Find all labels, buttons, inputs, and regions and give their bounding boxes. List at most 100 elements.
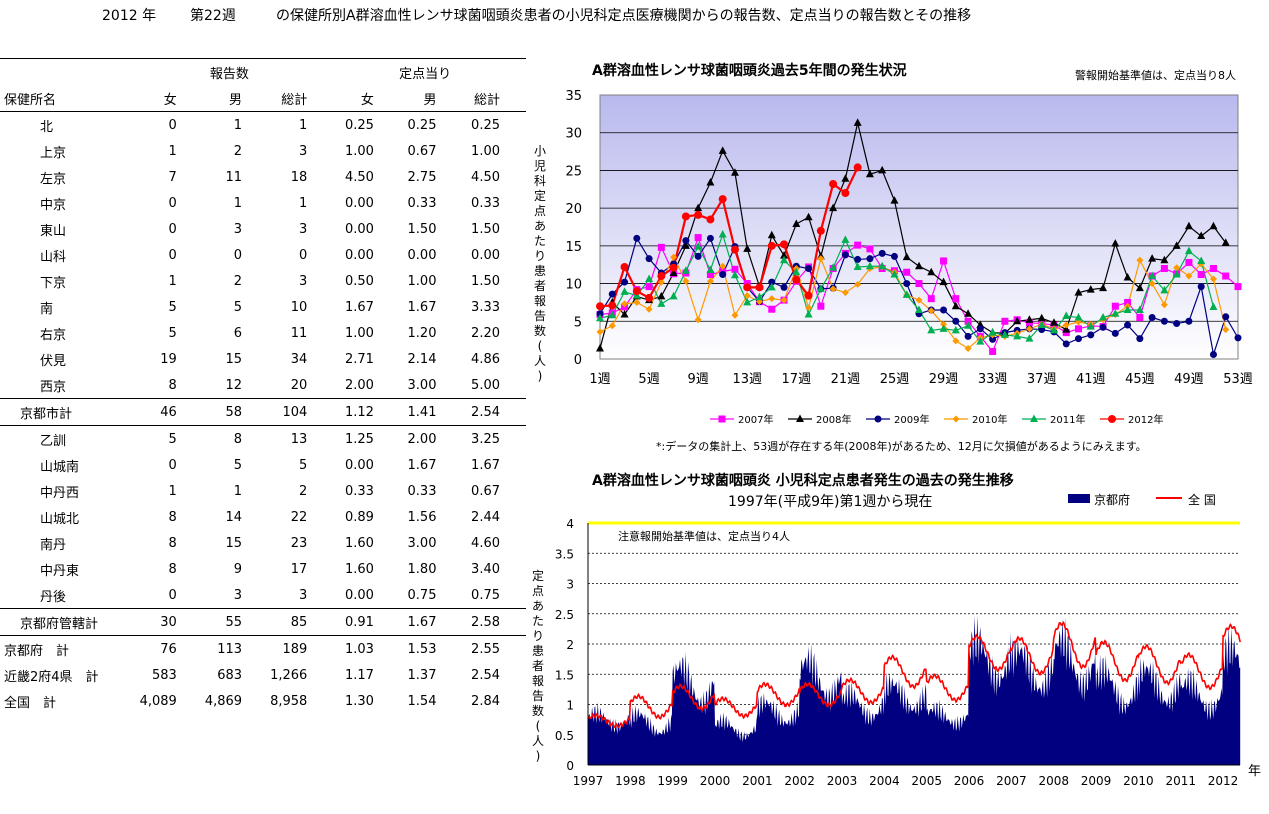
y-axis-label-char: 告 xyxy=(532,689,544,703)
data-point xyxy=(694,210,703,219)
data-point xyxy=(902,290,911,298)
y-axis-label-char: ) xyxy=(536,749,541,763)
data-point xyxy=(767,282,776,291)
table-cell: 76 xyxy=(130,635,197,662)
data-point xyxy=(865,169,874,178)
series-line xyxy=(599,122,1227,349)
data-point xyxy=(976,325,984,333)
area-chart-history: A群溶血性レンサ球菌咽頭炎 小児科定点患者発生の過去の発生推移 1997年(平成9… xyxy=(532,472,1261,788)
chart-subtitle: 1997年(平成9年)第1週から現在 xyxy=(728,493,932,510)
table-row: 山城北 8 14 22 0.89 1.56 2.44 xyxy=(0,504,526,530)
data-point xyxy=(940,320,948,328)
table-cell: 1.00 xyxy=(344,325,374,341)
table-cell: 1.67 xyxy=(344,299,374,315)
data-point xyxy=(1025,325,1033,333)
data-point xyxy=(890,252,898,260)
data-point xyxy=(874,415,882,423)
data-point xyxy=(608,301,617,310)
y-tick-label: 20 xyxy=(565,202,582,217)
data-point xyxy=(743,283,752,292)
data-point xyxy=(645,274,654,283)
table-cell: 2.54 xyxy=(456,398,526,426)
table-cell: 15 xyxy=(225,351,243,367)
row-label: 右京 xyxy=(40,327,67,343)
table-cell: 1 xyxy=(168,483,177,499)
data-point xyxy=(903,268,911,276)
data-point xyxy=(657,272,666,281)
data-point xyxy=(694,203,703,212)
x-tick-label: 2011 xyxy=(1165,774,1196,788)
data-point xyxy=(1124,321,1132,329)
row-label: 山城南 xyxy=(40,459,80,475)
table-cell: 1,266 xyxy=(270,667,308,683)
table-cell: 0.75 xyxy=(471,587,500,603)
data-point xyxy=(1111,239,1120,247)
table-cell: 9 xyxy=(233,561,243,577)
data-point xyxy=(853,163,862,172)
data-point xyxy=(951,301,960,310)
data-point xyxy=(841,189,850,198)
table-cell: 1.67 xyxy=(393,608,457,636)
data-point xyxy=(939,277,948,286)
data-point xyxy=(1086,285,1095,293)
table-cell: 2 xyxy=(299,483,308,499)
table-cell: 1 xyxy=(233,117,243,133)
data-point xyxy=(829,263,838,271)
table-cell: 2.20 xyxy=(471,325,500,341)
x-tick-label: 1週 xyxy=(589,372,610,387)
data-point xyxy=(1013,316,1022,325)
data-point xyxy=(1184,221,1193,230)
row-label: 近畿2府4県 計 xyxy=(4,669,99,685)
table-cell: 0.25 xyxy=(471,117,500,133)
legend-label: 全 国 xyxy=(1188,492,1216,507)
table-cell: 113 xyxy=(196,635,263,662)
data-point xyxy=(621,300,629,308)
y-tick-label: 2.5 xyxy=(555,608,574,622)
data-point xyxy=(952,317,960,325)
table-cell: 1 xyxy=(233,483,243,499)
table-cell: 0.50 xyxy=(344,273,374,289)
y-axis-label-char: 定 xyxy=(534,188,546,203)
data-point xyxy=(1075,325,1082,333)
data-point xyxy=(1221,238,1230,246)
data-point xyxy=(669,263,678,272)
data-point xyxy=(1136,256,1144,264)
data-point xyxy=(1185,258,1193,266)
x-tick-label: 17週 xyxy=(782,372,812,387)
table-cell: 0.67 xyxy=(407,143,437,159)
table-row: 山科 0 0 0 0.00 0.00 0.00 xyxy=(0,242,526,268)
table-row: 下京 1 2 3 0.50 1.00 1.50 xyxy=(0,268,526,294)
data-point xyxy=(1160,285,1169,294)
table-cell: 5.00 xyxy=(471,377,500,393)
data-point xyxy=(657,243,665,251)
data-point xyxy=(804,212,813,221)
data-point xyxy=(768,305,776,313)
data-point xyxy=(878,249,886,257)
header-title: の保健所別A群溶血性レンサ球菌咽頭炎患者の小児科定点医療機関からの報告数、定点当… xyxy=(276,8,972,24)
data-point xyxy=(1074,313,1083,321)
column-header: 保健所名 xyxy=(0,85,131,112)
data-point xyxy=(1148,271,1157,280)
data-point xyxy=(743,244,752,252)
data-point xyxy=(706,265,715,273)
table-cell: 0.00 xyxy=(344,221,374,237)
column-header: 総計 xyxy=(456,85,526,112)
table-cell: 2.71 xyxy=(344,351,374,367)
data-point xyxy=(657,299,666,307)
y-axis-label-char: 報 xyxy=(534,294,546,308)
table-cell: 0.33 xyxy=(471,195,500,211)
data-point xyxy=(841,251,849,259)
x-tick-label: 41週 xyxy=(1076,372,1106,387)
legend-label: 2009年 xyxy=(894,413,929,426)
table-cell: 1.25 xyxy=(344,431,374,447)
column-header: 総計 xyxy=(262,85,334,112)
row-label: 京都府管轄計 xyxy=(0,608,131,636)
data-point xyxy=(829,203,838,212)
table-cell: 8 xyxy=(168,561,177,577)
data-point xyxy=(1136,314,1144,322)
chart-title: A群溶血性レンサ球菌咽頭炎 小児科定点患者発生の過去の発生推移 xyxy=(592,472,1014,489)
y-axis-label-char: ( xyxy=(536,719,541,733)
x-tick-label: 2010 xyxy=(1123,774,1154,788)
data-point xyxy=(1222,272,1230,280)
y-tick-label: 10 xyxy=(565,278,582,293)
